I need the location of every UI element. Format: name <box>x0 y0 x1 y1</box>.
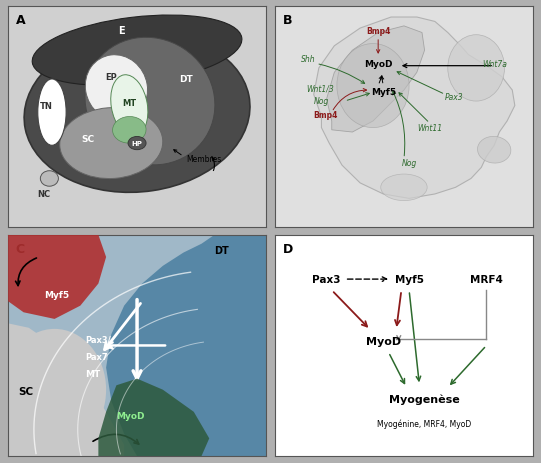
Text: Bmp4: Bmp4 <box>366 26 391 36</box>
Ellipse shape <box>337 44 409 128</box>
Text: Wnt7a: Wnt7a <box>482 60 507 69</box>
Ellipse shape <box>24 33 250 193</box>
Ellipse shape <box>381 175 427 201</box>
Ellipse shape <box>32 16 242 86</box>
Text: Myf5: Myf5 <box>371 88 396 97</box>
Text: Myf5: Myf5 <box>394 275 424 284</box>
Text: SC: SC <box>18 386 34 396</box>
Text: Pax3: Pax3 <box>445 93 464 102</box>
Ellipse shape <box>85 56 148 122</box>
Text: Myf5: Myf5 <box>44 290 69 299</box>
Text: EP: EP <box>105 73 117 82</box>
Text: E: E <box>118 25 125 36</box>
Text: Myogenèse: Myogenèse <box>389 394 460 404</box>
Text: MyoD: MyoD <box>366 336 401 346</box>
Ellipse shape <box>38 80 66 146</box>
Text: B: B <box>283 13 292 26</box>
Text: D: D <box>283 242 293 255</box>
Polygon shape <box>327 27 425 133</box>
Ellipse shape <box>85 38 215 165</box>
Text: Membres: Membres <box>186 155 221 164</box>
Text: SC: SC <box>82 135 95 144</box>
Text: MT: MT <box>85 369 101 379</box>
Text: TN: TN <box>41 101 53 111</box>
Ellipse shape <box>478 137 511 164</box>
Text: Myogénine, MRF4, MyoD: Myogénine, MRF4, MyoD <box>378 418 472 428</box>
Text: Pax7: Pax7 <box>85 352 108 361</box>
Ellipse shape <box>60 108 163 179</box>
Text: Pax3/: Pax3/ <box>85 334 111 343</box>
Text: HP: HP <box>131 141 142 147</box>
Text: Wnt11: Wnt11 <box>417 124 443 132</box>
Text: MRF4: MRF4 <box>470 275 503 284</box>
Text: Shh: Shh <box>301 55 315 64</box>
Ellipse shape <box>113 117 146 144</box>
Text: DT: DT <box>179 75 193 84</box>
Text: Nog: Nog <box>401 159 417 168</box>
Polygon shape <box>314 18 515 199</box>
Polygon shape <box>98 379 209 456</box>
Polygon shape <box>65 235 266 456</box>
Text: C: C <box>16 242 25 255</box>
Text: Nog: Nog <box>314 97 329 106</box>
Text: MyoD: MyoD <box>364 60 392 69</box>
Text: A: A <box>16 13 25 26</box>
Text: MT: MT <box>122 99 136 108</box>
Text: Wnt1/3: Wnt1/3 <box>306 84 334 93</box>
Ellipse shape <box>3 329 106 450</box>
Polygon shape <box>8 324 124 456</box>
Ellipse shape <box>448 36 505 102</box>
Ellipse shape <box>41 171 58 187</box>
Ellipse shape <box>111 75 148 137</box>
Text: NC: NC <box>38 190 51 199</box>
Text: MyoD: MyoD <box>116 412 145 420</box>
Polygon shape <box>8 235 106 319</box>
Ellipse shape <box>128 137 146 150</box>
Text: Pax3: Pax3 <box>312 275 341 284</box>
Text: DT: DT <box>214 245 229 255</box>
Text: Bmp4: Bmp4 <box>314 110 338 119</box>
